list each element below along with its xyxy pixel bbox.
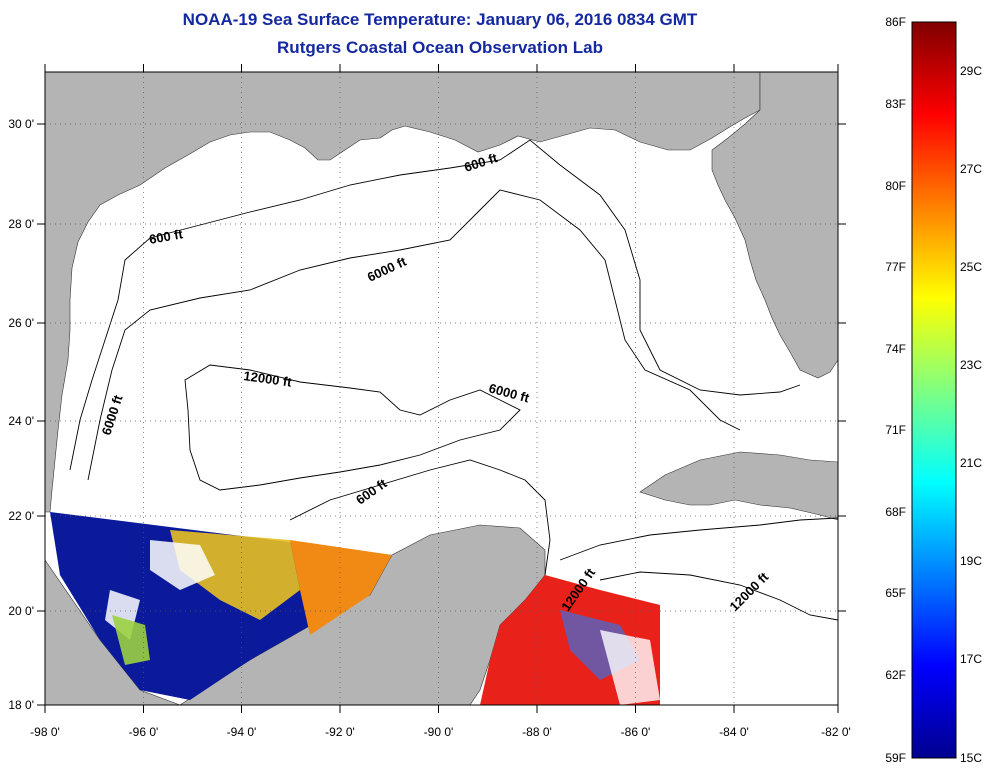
- y-tick-label: 30 0': [8, 117, 34, 131]
- colorbar-f-label: 62F: [885, 668, 906, 682]
- colorbar-f-label: 59F: [885, 751, 906, 765]
- colorbar-c-label: 19C: [960, 554, 982, 568]
- colorbar-f-label: 71F: [885, 423, 906, 437]
- y-tick-label: 26 0': [8, 316, 34, 330]
- graticule: [45, 72, 838, 705]
- colorbar-f-label: 65F: [885, 586, 906, 600]
- axis-ticks: [37, 64, 846, 713]
- contour-12000ft-caribbean: [559, 517, 838, 561]
- colorbar-c-label: 23C: [960, 358, 982, 372]
- colorbar-c-label: 29C: [960, 64, 982, 78]
- contour-6000ft: [87, 189, 741, 481]
- x-tick-label: -86 0': [621, 725, 651, 739]
- colorbar-f-label: 74F: [885, 342, 906, 356]
- colorbar-f-label: 80F: [885, 179, 906, 193]
- x-tick-label: -98 0': [30, 725, 60, 739]
- contour-600ft-yucatan: [289, 459, 551, 576]
- x-tick-label: -94 0': [227, 725, 257, 739]
- land-yucatan: [45, 559, 181, 705]
- contour-label: 12000 ft: [243, 368, 294, 390]
- map-subtitle: Rutgers Coastal Ocean Observation Lab: [277, 38, 603, 57]
- colorbar-c-label: 21C: [960, 456, 982, 470]
- sst-swath-west-green: [112, 615, 150, 665]
- x-tick-label: -84 0': [719, 725, 749, 739]
- colorbar-c-label: 15C: [960, 751, 982, 765]
- colorbar: [911, 21, 957, 759]
- colorbar-f-label: 83F: [885, 97, 906, 111]
- contour-12000ft: [184, 364, 521, 491]
- map-title: NOAA-19 Sea Surface Temperature: January…: [182, 10, 698, 29]
- land-florida: [711, 72, 838, 379]
- colorbar-c-label: 27C: [960, 162, 982, 176]
- colorbar-c-label: 17C: [960, 652, 982, 666]
- land-cuba: [639, 451, 838, 521]
- x-tick-label: -82 0': [821, 725, 851, 739]
- sst-swath-west-cloud: [105, 540, 215, 640]
- x-tick-label: -88 0': [522, 725, 552, 739]
- y-tick-label: 20 0': [8, 604, 34, 618]
- colorbar-f-label: 86F: [885, 15, 906, 29]
- y-tick-label: 24 0': [8, 414, 34, 428]
- x-tick-label: -92 0': [325, 725, 355, 739]
- contour-600ft: [69, 139, 801, 471]
- y-tick-label: 18 0': [8, 698, 34, 712]
- colorbar-f-label: 77F: [885, 260, 906, 274]
- colorbar-f-label: 68F: [885, 505, 906, 519]
- bathymetry-contours: [69, 139, 838, 621]
- colorbar-c-label: 25C: [960, 260, 982, 274]
- y-tick-label: 22 0': [8, 509, 34, 523]
- land-usa-mexico: [45, 72, 761, 513]
- map-frame: [44, 71, 839, 706]
- x-tick-label: -96 0': [129, 725, 159, 739]
- sst-swath-east-cloud: [600, 630, 660, 705]
- contour-label: 600 ft: [148, 226, 185, 247]
- x-tick-label: -90 0': [424, 725, 454, 739]
- y-tick-label: 28 0': [8, 217, 34, 231]
- contour-12000ft-caribbean-2: [599, 571, 838, 621]
